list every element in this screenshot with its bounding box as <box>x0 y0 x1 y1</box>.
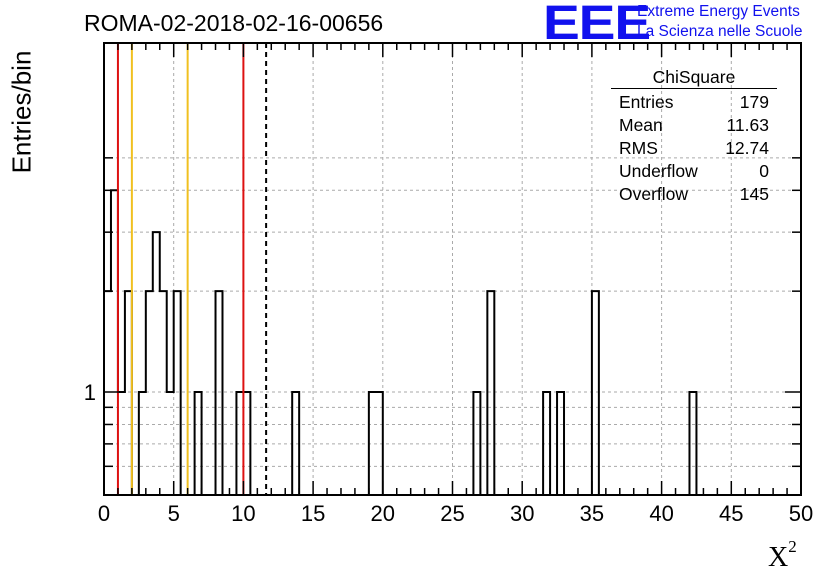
histogram-bin <box>216 291 223 495</box>
stats-label: RMS <box>619 138 658 158</box>
x-tick-label: 20 <box>371 501 395 526</box>
stats-row-overflow: Overflow 145 <box>611 183 777 206</box>
histogram-bin <box>111 190 118 495</box>
x-tick-label: 40 <box>649 501 673 526</box>
x-tick-label: 30 <box>510 501 534 526</box>
logo-line-2: La Scienza nelle Scuole <box>637 23 803 40</box>
x-tick-label: 25 <box>440 501 464 526</box>
histogram-bin <box>174 291 181 495</box>
eee-logo: EEE <box>543 0 651 50</box>
x-tick-label: 50 <box>789 501 813 526</box>
x-tick-label: 10 <box>231 501 255 526</box>
stats-label: Underflow <box>619 161 698 181</box>
stats-row-underflow: Underflow 0 <box>611 160 777 183</box>
x-tick-label: 5 <box>168 501 180 526</box>
chart-title: ROMA-02-2018-02-16-00656 <box>84 10 384 36</box>
stats-value: 12.74 <box>725 138 769 158</box>
stats-row-entries: Entries 179 <box>611 91 777 114</box>
x-tick-label: 35 <box>580 501 604 526</box>
x-axis-label: X2 <box>768 537 797 573</box>
stats-box: ChiSquare Entries 179 Mean 11.63 RMS 12.… <box>611 66 777 206</box>
y-tick-label: 1 <box>84 380 96 405</box>
stats-label: Entries <box>619 92 674 112</box>
histogram-bin <box>160 291 167 495</box>
stats-value: 179 <box>739 92 769 112</box>
histogram-bin <box>146 291 153 495</box>
stats-row-rms: RMS 12.74 <box>611 137 777 160</box>
x-tick-label: 0 <box>98 501 110 526</box>
tick-labels-layer: 0 5 10 15 20 25 30 35 40 45 50 1 <box>84 380 813 526</box>
stats-row-mean: Mean 11.63 <box>611 114 777 137</box>
eee-logo-text: Extreme Energy Events La Scienza nelle S… <box>637 2 802 42</box>
stats-header: ChiSquare <box>611 66 777 89</box>
x-tick-label: 45 <box>719 501 743 526</box>
stats-value: 11.63 <box>726 115 770 135</box>
histogram-bin <box>104 291 111 495</box>
histogram-bin <box>153 232 160 495</box>
stats-label: Mean <box>619 115 663 135</box>
reference-lines-layer <box>116 43 268 495</box>
stats-value: 145 <box>739 184 769 204</box>
stats-value: 0 <box>759 161 769 181</box>
stats-label: Overflow <box>619 184 689 204</box>
grid-layer <box>104 43 801 495</box>
x-tick-label: 15 <box>301 501 325 526</box>
y-axis-label: Entries/bin <box>6 50 37 174</box>
histogram-bin <box>592 291 599 495</box>
logo-line-1: Extreme Energy Events <box>637 3 800 20</box>
ticks-layer <box>103 43 802 495</box>
histogram-bin <box>125 291 132 495</box>
histogram-bin <box>487 291 494 495</box>
